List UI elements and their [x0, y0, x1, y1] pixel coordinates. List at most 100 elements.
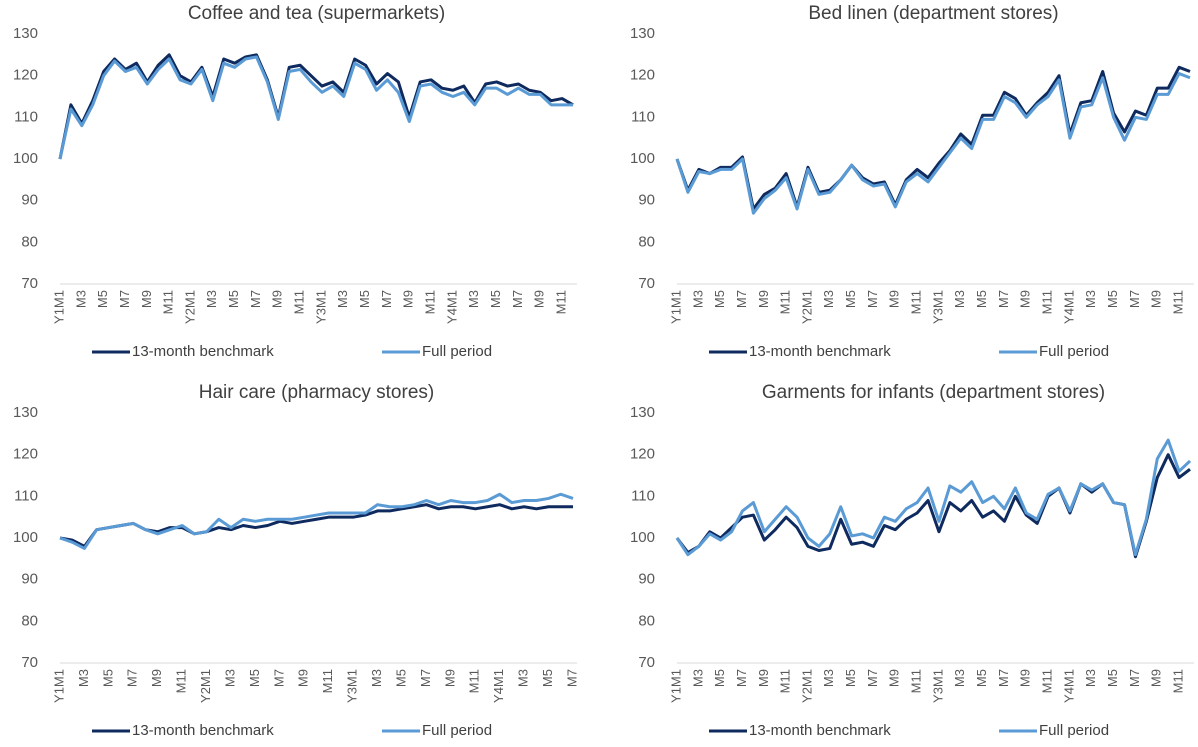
x-tick-label: M11	[554, 290, 569, 314]
x-tick-label: M7	[996, 669, 1011, 687]
x-tick-label: M5	[843, 290, 858, 308]
x-tick-label: M7	[1127, 669, 1142, 687]
series-line	[59, 492, 574, 550]
y-tick-label: 120	[13, 67, 38, 84]
x-tick-label: Y4M1	[1061, 290, 1076, 324]
x-tick-label: Y2M1	[198, 669, 213, 703]
legend-label: Full period	[422, 343, 492, 360]
y-tick-label: 80	[21, 233, 38, 250]
x-tick-label: M11	[174, 669, 189, 693]
x-tick-label: M7	[734, 669, 749, 687]
x-tick-label: M7	[996, 290, 1011, 308]
x-tick-label: M5	[100, 669, 115, 687]
x-tick-label: M5	[1105, 290, 1120, 308]
x-tick-label: M3	[335, 290, 350, 308]
x-tick-label: M3	[821, 669, 836, 687]
x-tick-label: M7	[379, 290, 394, 308]
chart-panel: Bed linen (department stores) 70 80 90 100 11…	[630, 3, 1194, 360]
chart-title: Coffee and tea (supermarkets)	[188, 3, 445, 24]
x-tick-label: M3	[1083, 290, 1098, 308]
x-tick-label: Y2M1	[799, 669, 814, 703]
x-tick-label: Y3M1	[930, 669, 945, 703]
x-tick-label: M7	[734, 290, 749, 308]
x-tick-label: M3	[952, 669, 967, 687]
x-tick-label: M9	[149, 669, 164, 687]
legend-label: Full period	[1039, 343, 1109, 360]
y-tick-label: 100	[13, 529, 38, 546]
legend-label: Full period	[1039, 722, 1109, 739]
x-tick-label: M5	[843, 669, 858, 687]
x-tick-label: M7	[271, 669, 286, 687]
legend-label: Full period	[422, 722, 492, 739]
chart-title: Bed linen (department stores)	[808, 3, 1058, 24]
series-line	[675, 438, 1192, 557]
x-tick-label: Y1M1	[51, 669, 66, 703]
y-tick-label: 80	[638, 612, 655, 629]
x-tick-label: M7	[510, 290, 525, 308]
x-tick-label: M11	[161, 290, 176, 314]
x-tick-label: M11	[909, 290, 924, 314]
x-tick-label: M9	[1149, 290, 1164, 308]
x-tick-label: M5	[488, 290, 503, 308]
x-tick-label: M5	[974, 290, 989, 308]
y-tick-label: 110	[631, 487, 655, 504]
x-tick-label: M5	[712, 290, 727, 308]
x-tick-label: M3	[222, 669, 237, 687]
y-tick-label: 80	[21, 612, 38, 629]
x-tick-label: M7	[125, 669, 140, 687]
y-tick-label: 100	[630, 529, 655, 546]
x-tick-label: M3	[690, 290, 705, 308]
x-tick-label: M9	[296, 669, 311, 687]
y-tick-label: 90	[638, 192, 655, 209]
x-tick-label: M7	[418, 669, 433, 687]
x-tick-label: M9	[401, 290, 416, 308]
x-tick-label: M7	[564, 669, 579, 687]
x-tick-label: M5	[226, 290, 241, 308]
x-tick-label: M9	[442, 669, 457, 687]
x-tick-label: M7	[248, 290, 263, 308]
y-tick-label: 120	[13, 446, 38, 463]
x-tick-label: M3	[1083, 669, 1098, 687]
x-tick-label: M11	[1171, 669, 1186, 693]
x-tick-label: M11	[467, 669, 482, 693]
x-tick-label: M3	[952, 290, 967, 308]
legend-label: 13-month benchmark	[749, 722, 891, 739]
x-tick-label: M7	[1127, 290, 1142, 308]
x-tick-label: M7	[865, 290, 880, 308]
y-tick-label: 90	[638, 571, 655, 588]
x-tick-label: M3	[76, 669, 91, 687]
x-tick-label: M9	[532, 290, 547, 308]
x-tick-label: Y3M1	[930, 290, 945, 324]
x-tick-label: Y4M1	[444, 290, 459, 324]
x-tick-label: M11	[320, 669, 335, 693]
x-tick-label: Y4M1	[491, 669, 506, 703]
y-tick-label: 120	[630, 67, 655, 84]
x-tick-label: Y2M1	[182, 290, 197, 324]
x-tick-label: M7	[117, 290, 132, 308]
y-tick-label: 80	[638, 233, 655, 250]
y-tick-label: 90	[21, 571, 38, 588]
legend-label: 13-month benchmark	[132, 343, 274, 360]
x-tick-label: M11	[1040, 669, 1055, 693]
x-tick-label: M5	[393, 669, 408, 687]
y-tick-label: 70	[638, 654, 655, 671]
x-tick-label: M9	[1149, 669, 1164, 687]
x-tick-label: M9	[1018, 290, 1033, 308]
x-tick-label: M11	[778, 290, 793, 314]
series-line	[675, 72, 1191, 215]
legend-label: 13-month benchmark	[749, 343, 891, 360]
x-tick-label: M3	[466, 290, 481, 308]
y-tick-label: 130	[13, 25, 38, 42]
chart-panel: Coffee and tea (supermarkets) 70 80 90 100 11…	[13, 3, 577, 360]
x-tick-label: Y2M1	[799, 290, 814, 324]
x-tick-label: M5	[247, 669, 262, 687]
legend-label: 13-month benchmark	[132, 722, 274, 739]
x-tick-label: Y1M1	[668, 669, 683, 703]
x-tick-label: M5	[357, 290, 372, 308]
x-tick-label: M11	[423, 290, 438, 314]
y-tick-label: 110	[14, 487, 38, 504]
x-tick-label: M11	[778, 669, 793, 693]
x-tick-label: M7	[865, 669, 880, 687]
x-tick-label: M3	[516, 669, 531, 687]
